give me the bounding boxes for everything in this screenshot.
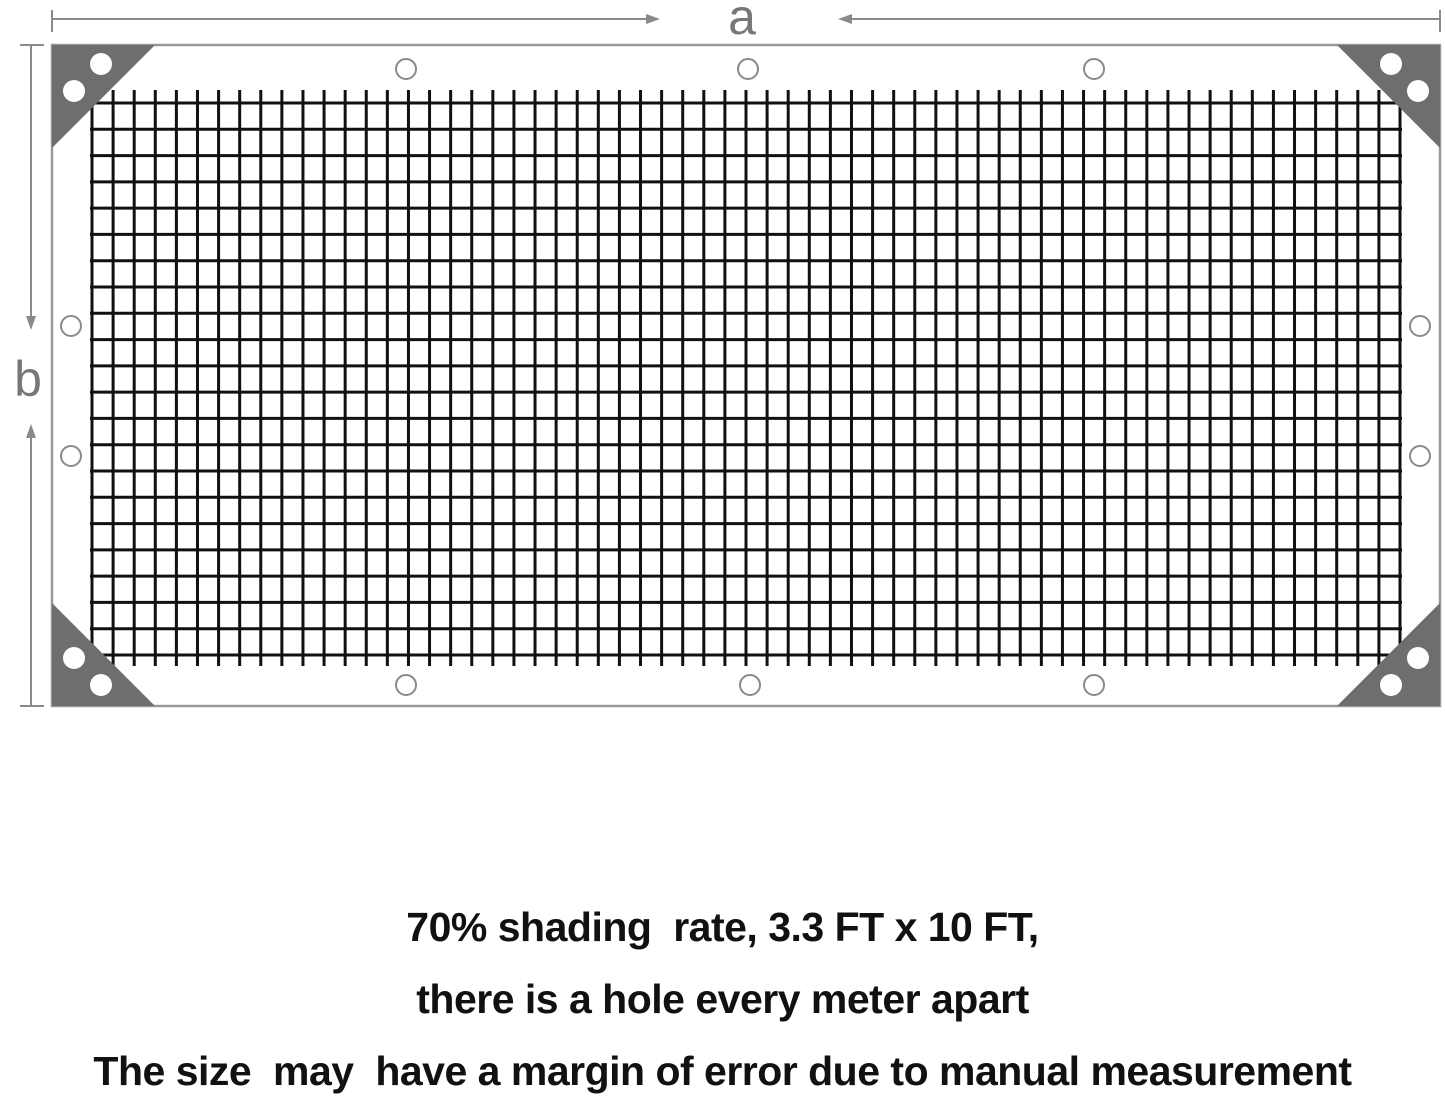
width-dimension bbox=[51, 10, 1441, 32]
grommet-icon bbox=[1083, 674, 1105, 696]
grommet-icon bbox=[1083, 58, 1105, 80]
dimension-a-label: a bbox=[728, 0, 756, 45]
corner-bottom-right bbox=[1337, 603, 1440, 706]
grommet-icon bbox=[395, 58, 417, 80]
corner-top-left bbox=[52, 45, 155, 148]
corner-reinforcements bbox=[52, 45, 1440, 706]
corner-holes bbox=[63, 53, 1429, 696]
grommet-icon bbox=[1409, 315, 1431, 337]
corner-bottom-left bbox=[52, 603, 155, 706]
corner-top-right bbox=[1337, 45, 1440, 148]
grommet-icon bbox=[395, 674, 417, 696]
caption-line-1: 70% shading rate, 3.3 FT x 10 FT, bbox=[406, 904, 1039, 950]
grommet-icon bbox=[739, 674, 761, 696]
dimension-b-label: b bbox=[14, 351, 42, 407]
net-frame bbox=[50, 43, 1442, 708]
grommets bbox=[60, 58, 1431, 696]
grommet-icon bbox=[60, 445, 82, 467]
grommet-icon bbox=[1409, 445, 1431, 467]
grommet-icon bbox=[60, 315, 82, 337]
caption-line-2: there is a hole every meter apart bbox=[416, 976, 1029, 1022]
caption-line-3: The size may have a margin of error due … bbox=[93, 1048, 1352, 1094]
grommet-icon bbox=[737, 58, 759, 80]
height-dimension bbox=[20, 44, 44, 707]
mesh-grid bbox=[90, 90, 1402, 666]
